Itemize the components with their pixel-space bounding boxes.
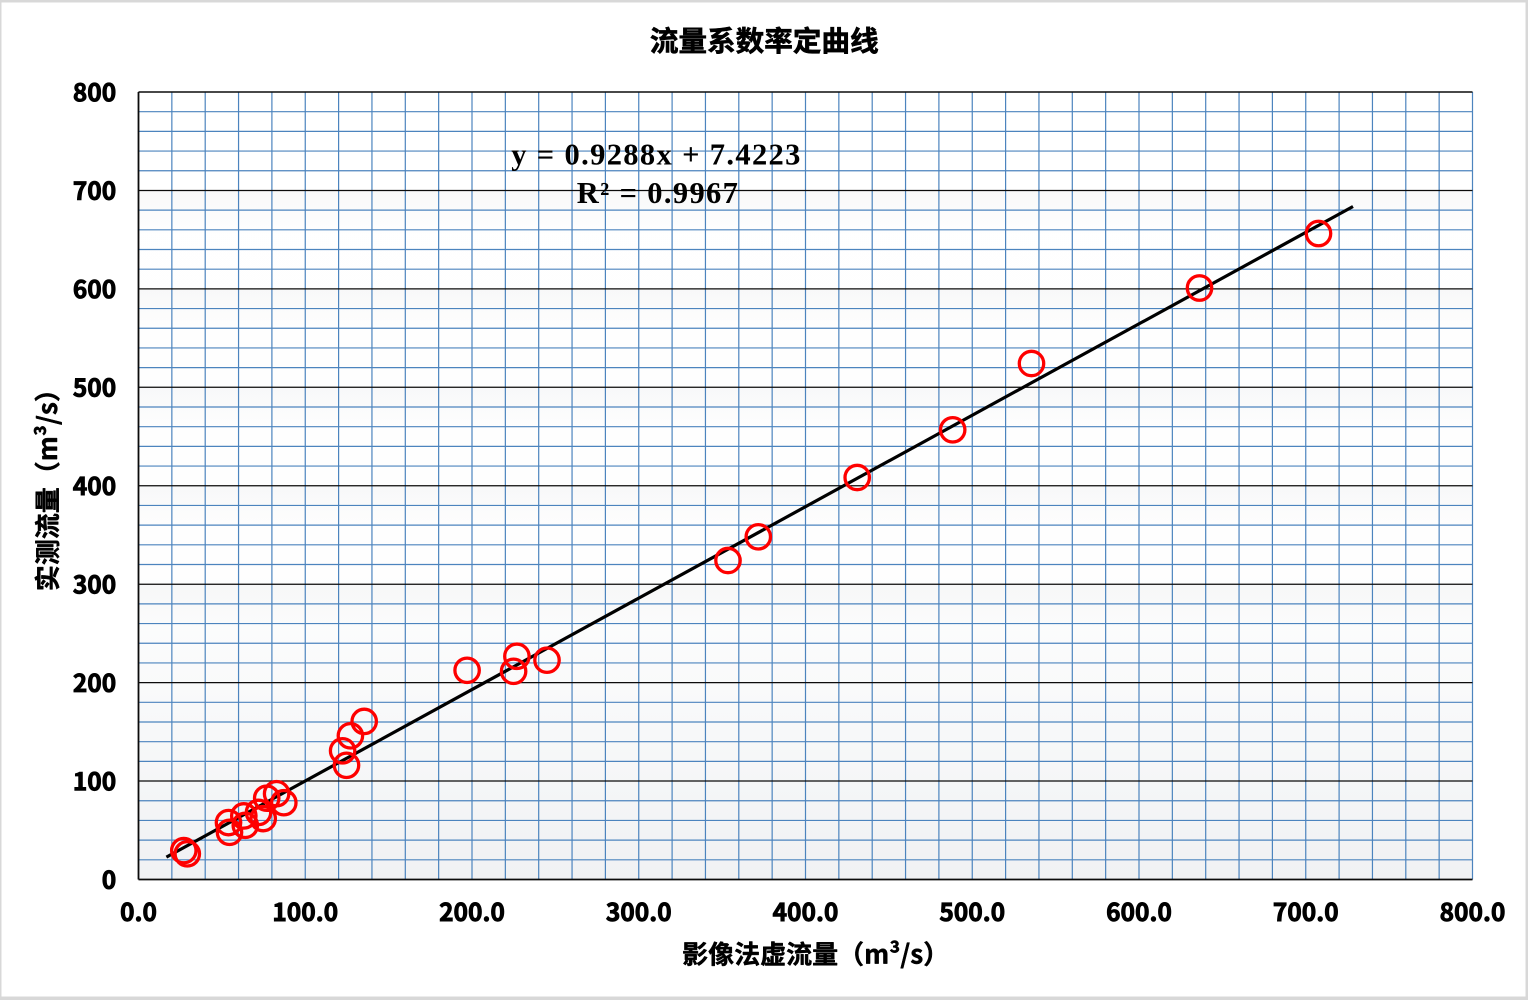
svg-text:R² = 0.9967: R² = 0.9967 [577,176,740,210]
svg-text:y = 0.9288x + 7.4223: y = 0.9288x + 7.4223 [511,138,802,172]
